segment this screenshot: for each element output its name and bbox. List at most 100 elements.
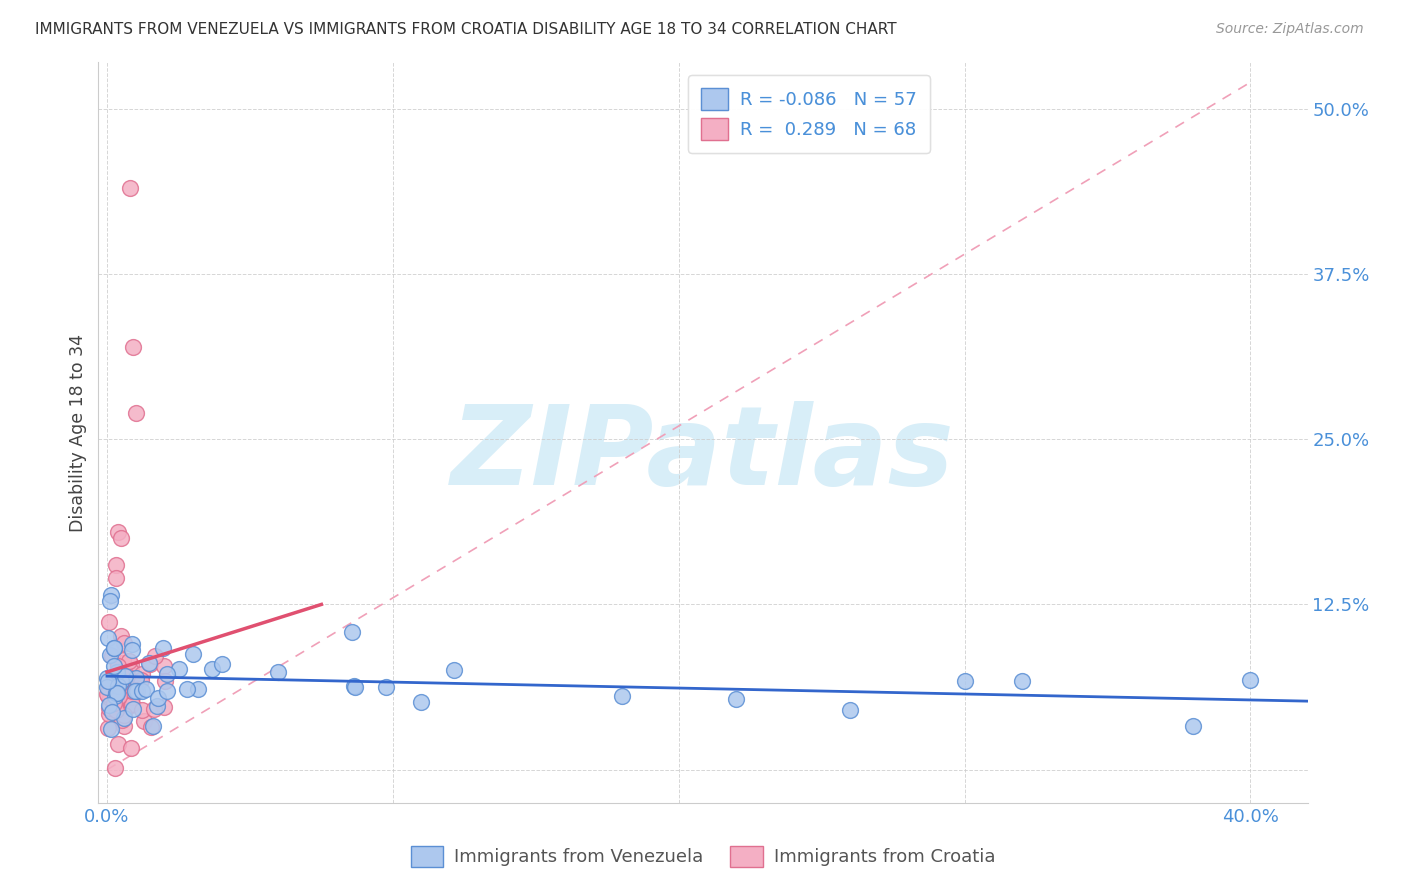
Point xyxy=(176,681,198,696)
Point xyxy=(98,593,121,607)
Point xyxy=(98,706,121,721)
Point xyxy=(1182,719,1205,733)
Point xyxy=(112,707,135,722)
Point xyxy=(153,673,176,688)
Point xyxy=(124,406,146,420)
Point xyxy=(121,642,143,657)
Point xyxy=(107,524,129,539)
Point xyxy=(98,691,121,706)
Point xyxy=(103,671,125,685)
Point xyxy=(121,340,143,354)
Point xyxy=(120,657,142,672)
Point xyxy=(104,686,127,700)
Point xyxy=(953,673,976,688)
Point xyxy=(111,670,134,684)
Point xyxy=(152,640,174,655)
Point xyxy=(110,674,132,689)
Point xyxy=(107,679,129,693)
Point xyxy=(100,588,122,602)
Point xyxy=(121,684,143,698)
Point xyxy=(131,667,153,681)
Point xyxy=(118,181,141,195)
Point xyxy=(129,673,152,688)
Point xyxy=(148,691,170,706)
Point xyxy=(374,680,396,694)
Point xyxy=(107,659,129,673)
Point xyxy=(107,659,129,673)
Point xyxy=(344,681,367,695)
Point xyxy=(110,532,132,546)
Point xyxy=(105,676,128,690)
Point xyxy=(132,714,155,728)
Point xyxy=(105,686,128,700)
Point xyxy=(343,679,366,693)
Point xyxy=(110,629,132,643)
Point xyxy=(108,691,131,706)
Point xyxy=(112,719,135,733)
Point xyxy=(104,690,127,704)
Point xyxy=(142,702,165,716)
Point xyxy=(155,667,177,681)
Point xyxy=(110,714,132,728)
Point xyxy=(121,690,143,704)
Point xyxy=(127,684,149,698)
Point xyxy=(104,558,127,572)
Point xyxy=(443,663,465,677)
Point xyxy=(98,648,121,663)
Point xyxy=(96,680,118,694)
Point xyxy=(108,673,131,688)
Text: Source: ZipAtlas.com: Source: ZipAtlas.com xyxy=(1216,22,1364,37)
Point xyxy=(108,664,131,678)
Point xyxy=(121,697,143,711)
Point xyxy=(110,656,132,670)
Point xyxy=(138,657,160,672)
Point xyxy=(167,662,190,676)
Point xyxy=(101,686,124,700)
Point xyxy=(1239,673,1261,688)
Point xyxy=(108,689,131,703)
Point xyxy=(98,683,121,698)
Point xyxy=(131,683,153,698)
Point xyxy=(187,681,209,696)
Point xyxy=(97,674,120,689)
Point xyxy=(101,703,124,717)
Point xyxy=(117,669,139,683)
Point xyxy=(139,720,162,734)
Point xyxy=(105,694,128,708)
Point xyxy=(120,698,142,712)
Point xyxy=(121,636,143,650)
Point xyxy=(100,723,122,737)
Point xyxy=(201,662,224,676)
Point xyxy=(142,719,165,733)
Point xyxy=(121,670,143,684)
Point xyxy=(96,632,118,646)
Point xyxy=(98,698,121,712)
Point xyxy=(104,571,127,585)
Point xyxy=(122,702,145,716)
Point xyxy=(112,636,135,650)
Point xyxy=(101,649,124,664)
Text: ZIPatlas: ZIPatlas xyxy=(451,401,955,508)
Point xyxy=(104,698,127,712)
Point xyxy=(340,624,363,639)
Point xyxy=(267,665,290,679)
Point xyxy=(110,680,132,694)
Point xyxy=(138,656,160,670)
Point xyxy=(97,721,120,735)
Point xyxy=(153,700,176,714)
Point xyxy=(125,671,148,685)
Point xyxy=(131,704,153,718)
Point xyxy=(153,658,176,673)
Point xyxy=(103,659,125,673)
Point xyxy=(135,682,157,697)
Point xyxy=(108,677,131,691)
Point xyxy=(117,654,139,668)
Point xyxy=(103,641,125,656)
Point xyxy=(107,737,129,751)
Point xyxy=(124,684,146,698)
Point xyxy=(112,660,135,674)
Point xyxy=(120,664,142,678)
Legend: Immigrants from Venezuela, Immigrants from Croatia: Immigrants from Venezuela, Immigrants fr… xyxy=(404,838,1002,874)
Legend: R = -0.086   N = 57, R =  0.289   N = 68: R = -0.086 N = 57, R = 0.289 N = 68 xyxy=(688,75,929,153)
Point xyxy=(97,681,120,696)
